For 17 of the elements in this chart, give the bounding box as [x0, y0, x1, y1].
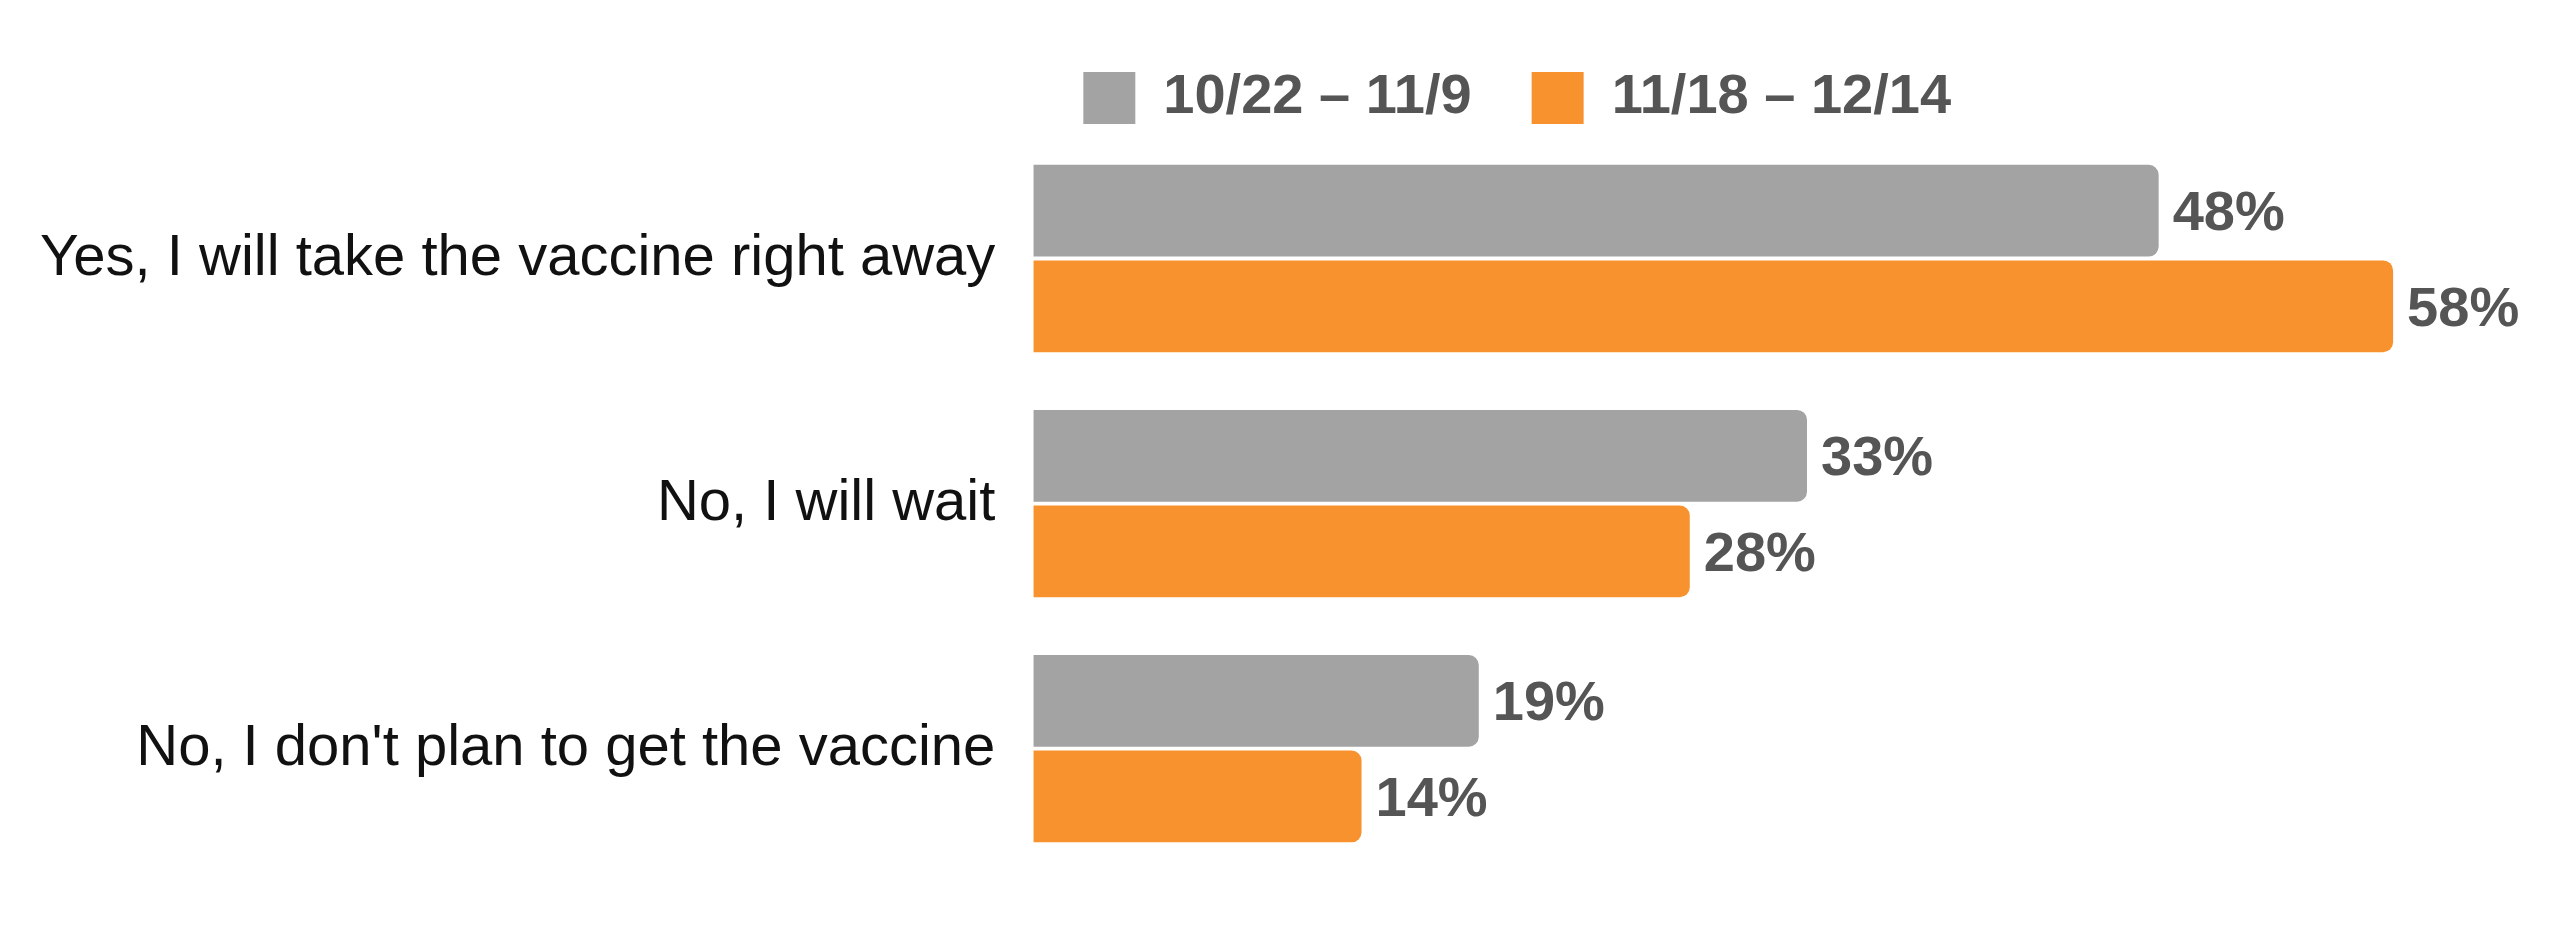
bar: [1033, 750, 1362, 843]
bar: [1033, 164, 2159, 257]
data-label: 48%: [2172, 179, 2285, 243]
legend-label: 10/22 – 11/9: [1163, 62, 1472, 126]
data-label: 58%: [2407, 274, 2520, 338]
bar: [1033, 260, 2394, 353]
bar: [1033, 505, 1690, 598]
data-label: 28%: [1703, 519, 1816, 583]
bar: [1033, 655, 1479, 747]
y-tick-label: No, I will wait: [656, 466, 996, 532]
data-label: 33%: [1821, 424, 1934, 488]
data-label: 19%: [1492, 669, 1605, 733]
bar: [1033, 409, 1807, 502]
y-tick-label: No, I don't plan to get the vaccine: [136, 711, 996, 777]
data-label: 14%: [1375, 764, 1488, 828]
legend-label: 11/18 – 12/14: [1611, 62, 1952, 126]
y-tick-label: Yes, I will take the vaccine right away: [39, 221, 996, 287]
